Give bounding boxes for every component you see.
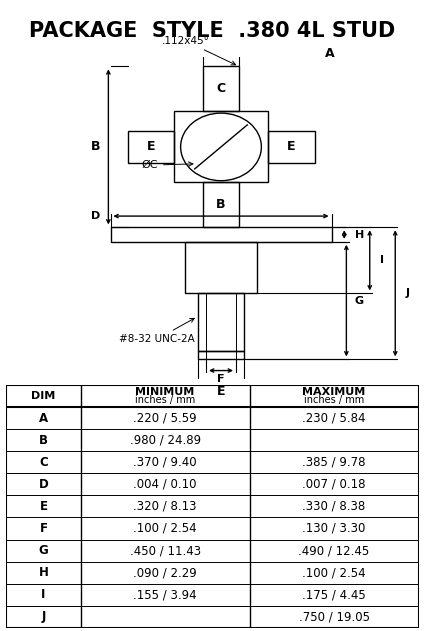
Text: inches / mm: inches / mm: [304, 395, 364, 405]
Text: B: B: [91, 140, 100, 153]
Text: .330 / 8.38: .330 / 8.38: [303, 500, 366, 513]
Text: D: D: [39, 478, 48, 491]
Text: .490 / 12.45: .490 / 12.45: [298, 544, 370, 557]
Text: B: B: [39, 433, 48, 447]
Text: .155 / 3.94: .155 / 3.94: [133, 588, 197, 601]
Bar: [203, 182, 239, 227]
Text: G: G: [39, 544, 48, 557]
Text: B: B: [216, 198, 226, 211]
Text: I: I: [41, 588, 45, 601]
Bar: [198, 293, 244, 351]
Text: J: J: [406, 288, 410, 298]
Bar: [128, 131, 174, 163]
Text: .450 / 11.43: .450 / 11.43: [130, 544, 201, 557]
Text: E: E: [40, 500, 48, 513]
Bar: [268, 131, 314, 163]
Text: PACKAGE  STYLE  .380 4L STUD: PACKAGE STYLE .380 4L STUD: [29, 21, 396, 41]
Text: C: C: [216, 83, 226, 95]
Text: J: J: [41, 610, 45, 623]
Text: F: F: [217, 374, 225, 384]
Bar: [198, 351, 244, 359]
Bar: [185, 242, 257, 293]
Text: E: E: [287, 140, 295, 153]
Text: H: H: [355, 230, 364, 240]
Text: A: A: [39, 411, 48, 425]
Text: #8-32 UNC-2A: #8-32 UNC-2A: [119, 319, 195, 345]
Text: .004 / 0.10: .004 / 0.10: [133, 478, 197, 491]
Text: .385 / 9.78: .385 / 9.78: [302, 456, 366, 469]
Bar: [203, 66, 239, 112]
Text: G: G: [355, 295, 364, 305]
Text: .007 / 0.18: .007 / 0.18: [302, 478, 366, 491]
Text: .100 / 2.54: .100 / 2.54: [302, 566, 366, 579]
Bar: [174, 112, 268, 182]
Text: .750 / 19.05: .750 / 19.05: [299, 610, 370, 623]
Text: .980 / 24.89: .980 / 24.89: [130, 433, 201, 447]
Text: .090 / 2.29: .090 / 2.29: [133, 566, 197, 579]
Text: .112x45°: .112x45°: [162, 36, 235, 65]
Text: .130 / 3.30: .130 / 3.30: [303, 522, 366, 535]
Text: F: F: [40, 522, 48, 535]
Text: .370 / 9.40: .370 / 9.40: [133, 456, 197, 469]
Text: I: I: [380, 256, 384, 265]
Text: .175 / 4.45: .175 / 4.45: [302, 588, 366, 601]
Text: inches / mm: inches / mm: [135, 395, 195, 405]
Text: DIM: DIM: [31, 391, 56, 401]
Text: H: H: [39, 566, 48, 579]
Text: D: D: [91, 211, 100, 221]
Text: E: E: [217, 385, 225, 398]
Text: ØC: ØC: [142, 160, 193, 170]
Text: MINIMUM: MINIMUM: [136, 387, 195, 397]
Text: A: A: [325, 47, 334, 60]
Text: .220 / 5.59: .220 / 5.59: [133, 411, 197, 425]
Text: MAXIMUM: MAXIMUM: [303, 387, 366, 397]
Text: .100 / 2.54: .100 / 2.54: [133, 522, 197, 535]
Text: .230 / 5.84: .230 / 5.84: [302, 411, 366, 425]
Text: E: E: [147, 140, 155, 153]
Bar: [110, 227, 332, 242]
Text: C: C: [39, 456, 48, 469]
Text: .320 / 8.13: .320 / 8.13: [133, 500, 197, 513]
